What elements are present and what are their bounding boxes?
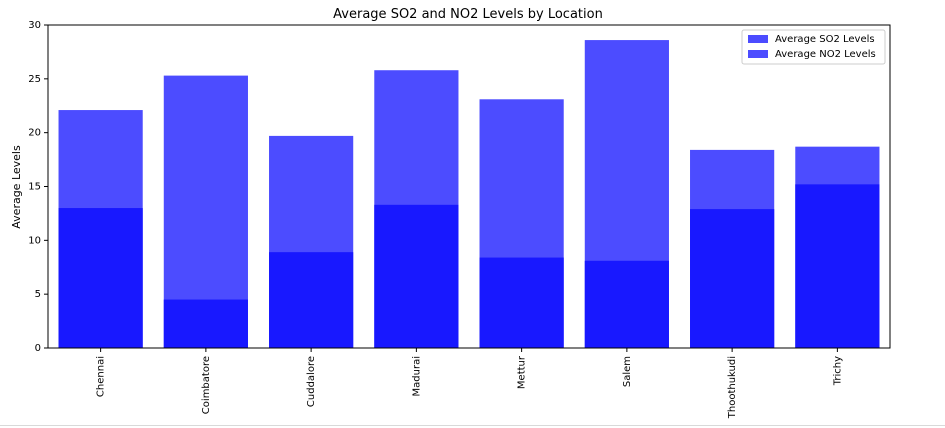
- x-tick-label: Coimbatore: [201, 356, 212, 414]
- y-tick-label: 0: [35, 343, 41, 354]
- plot-frame: [47, 24, 891, 349]
- x-tick-label: Trichy: [832, 356, 843, 386]
- chart-title: Average SO2 and NO2 Levels by Location: [333, 7, 603, 22]
- bar-so2-cuddalore: [269, 252, 354, 348]
- legend-box: [741, 29, 886, 65]
- bar-so2-coimbatore: [163, 299, 248, 348]
- bar-so2-thoothukudi: [690, 209, 775, 348]
- x-tick-label: Cuddalore: [306, 356, 317, 407]
- y-tick-label: 25: [28, 74, 41, 85]
- legend: Average SO2 Levels Average NO2 Levels: [741, 29, 886, 65]
- legend-label: Average SO2 Levels: [775, 34, 875, 45]
- legend-swatch: [748, 50, 768, 58]
- x-tick-label: Thoothukudi: [727, 356, 738, 419]
- bar-so2-madurai: [374, 204, 459, 348]
- bar-so2-trichy: [795, 184, 880, 348]
- legend-swatch: [748, 35, 768, 43]
- y-tick-label: 20: [28, 128, 41, 139]
- x-tick-label: Madurai: [411, 356, 422, 396]
- x-tick-label: Chennai: [96, 356, 107, 397]
- bar-so2-chennai: [58, 208, 143, 348]
- y-tick-label: 15: [28, 182, 41, 193]
- bottom-divider: [0, 425, 945, 426]
- legend-label: Average NO2 Levels: [775, 49, 876, 60]
- y-tick-label: 30: [28, 20, 41, 31]
- y-tick-label: 10: [28, 235, 41, 246]
- plot-area: Chennai Coimbatore Cuddalore Madurai Mettur S…: [28, 20, 891, 419]
- x-tick-label: Salem: [622, 356, 633, 387]
- bar-so2-mettur: [479, 257, 564, 348]
- y-tick-label: 5: [35, 289, 41, 300]
- bar-so2-salem: [584, 260, 669, 348]
- x-tick-label: Mettur: [517, 355, 528, 389]
- y-axis-label: Average Levels: [10, 145, 23, 229]
